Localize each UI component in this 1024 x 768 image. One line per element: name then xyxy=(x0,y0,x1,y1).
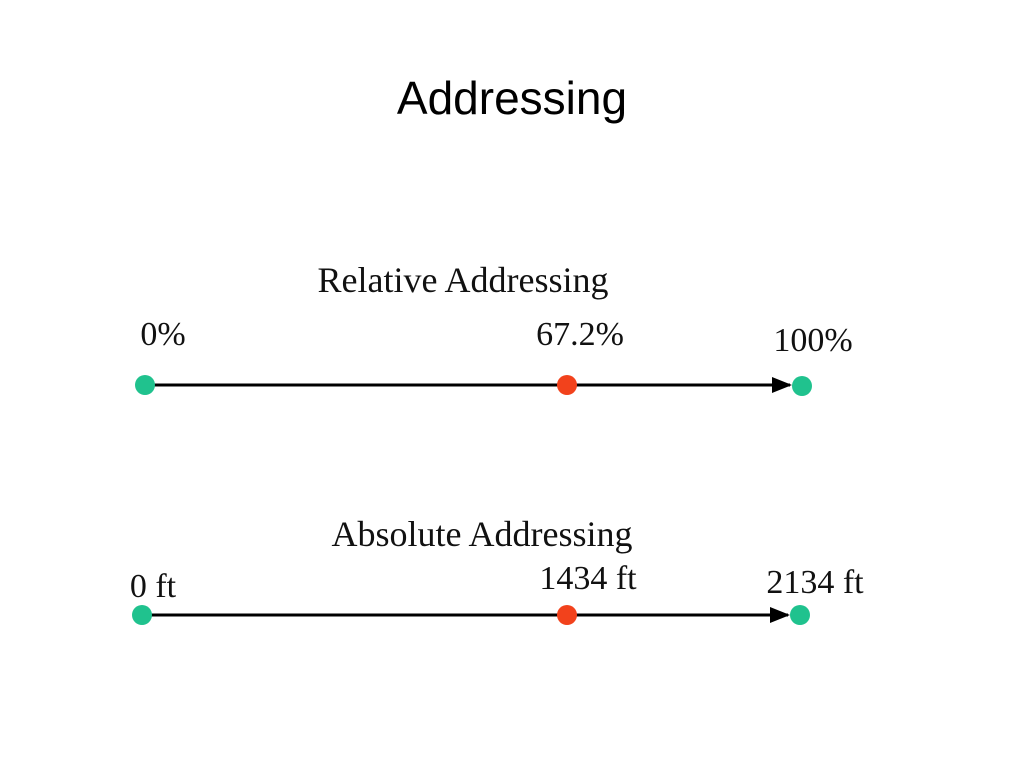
diagram-heading: Absolute Addressing xyxy=(332,514,633,554)
end-dot xyxy=(790,605,810,625)
point-dot xyxy=(557,375,577,395)
start-label: 0% xyxy=(140,316,185,353)
arrow-head xyxy=(770,607,790,623)
arrow-head xyxy=(772,377,792,393)
point-dot xyxy=(557,605,577,625)
diagram-heading: Relative Addressing xyxy=(318,260,609,300)
end-dot xyxy=(792,376,812,396)
end-label: 2134 ft xyxy=(766,564,864,601)
point-label: 67.2% xyxy=(536,316,624,353)
slide-title: Addressing xyxy=(397,72,627,124)
point-label: 1434 ft xyxy=(539,560,637,597)
start-dot xyxy=(132,605,152,625)
start-dot xyxy=(135,375,155,395)
end-label: 100% xyxy=(773,322,852,359)
absolute-diagram: Absolute Addressing 0 ft 1434 ft 2134 ft xyxy=(130,514,864,625)
relative-diagram: Relative Addressing 0% 67.2% 100% xyxy=(135,260,853,396)
start-label: 0 ft xyxy=(130,568,177,605)
